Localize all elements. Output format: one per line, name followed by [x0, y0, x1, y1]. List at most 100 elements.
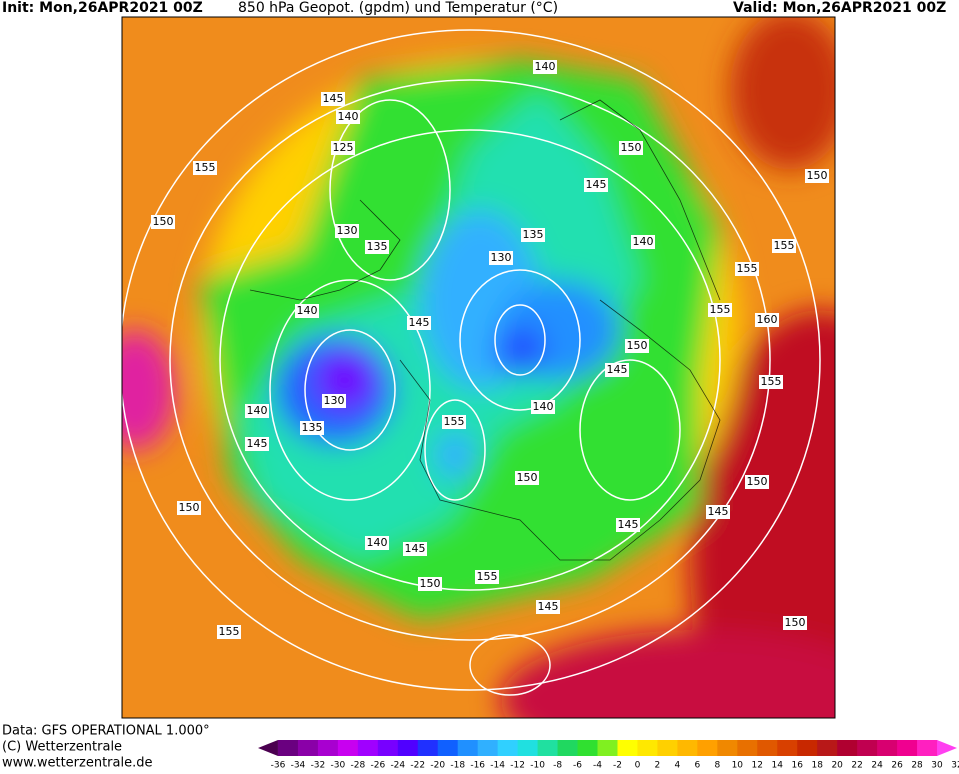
data-source: Data: GFS OPERATIONAL 1.000° [2, 724, 210, 739]
colorbar-swatch [297, 740, 319, 756]
contour-label-box [336, 110, 360, 124]
colorbar-label: 24 [871, 761, 883, 771]
contour-label-box [584, 178, 608, 192]
colorbar-label: 22 [851, 761, 862, 771]
contour-label: 145 [538, 600, 559, 613]
colorbar-label: -16 [470, 761, 485, 771]
colorbar-label: 6 [695, 761, 701, 771]
colorbar-swatch [557, 740, 579, 756]
colorbar-swatch [697, 740, 718, 756]
colorbar-label: 10 [732, 761, 744, 771]
map-frame [121, 16, 836, 719]
contour-label: 145 [708, 505, 729, 518]
contour-label-box [533, 60, 557, 74]
contour-label-box [365, 536, 389, 550]
colorbar-swatch [877, 740, 898, 756]
colorbar-swatch [777, 740, 798, 756]
colorbar-label: 2 [655, 761, 661, 771]
colorbar-label: -8 [553, 761, 562, 771]
colorbar-swatch [717, 740, 738, 756]
contour-label: 140 [533, 400, 554, 413]
map-title: 850 hPa Geopot. (gpdm) und Temperatur (°… [238, 0, 558, 16]
colorbar-arrow [258, 740, 278, 756]
contour-label-box [805, 169, 829, 183]
colorbar-label: -10 [530, 761, 545, 771]
contour-label: 135 [367, 240, 388, 253]
contour-labels: 140 145 140 125 155 150 145 150 150 130 135 135 140 1… [151, 60, 829, 639]
contour-label-box [631, 235, 655, 249]
contour-label-box [442, 415, 466, 429]
contour-label: 145 [247, 437, 268, 450]
contour-label: 150 [420, 577, 441, 590]
contour-label: 145 [607, 363, 628, 376]
colorbar-label: -2 [613, 761, 622, 771]
contour-label: 135 [523, 228, 544, 241]
colorbar-swatch [817, 740, 838, 756]
contour-label: 145 [409, 316, 430, 329]
contour-label: 150 [627, 339, 648, 352]
colorbar-swatch [657, 740, 678, 756]
contour-label-box [489, 251, 513, 265]
colorbar-label: -34 [291, 761, 306, 771]
contour-label: 140 [338, 110, 359, 123]
contour-label: 160 [757, 313, 778, 326]
contour-label-box [335, 224, 359, 238]
contour-label-box [245, 404, 269, 418]
contour-label: 150 [747, 475, 768, 488]
colorbar-swatch [437, 740, 459, 756]
copyright: (C) Wetterzentrale [2, 740, 122, 755]
colorbar-label: -6 [573, 761, 582, 771]
contour-label: 155 [195, 161, 216, 174]
colorbar-swatch [397, 740, 419, 756]
contour-label-box [193, 161, 217, 175]
colorbar-label: -12 [510, 761, 525, 771]
contour-label-box [521, 228, 545, 242]
contour-label: 150 [153, 215, 174, 228]
coastlines [249, 99, 721, 561]
colorbar-label: 0 [635, 761, 641, 771]
temperature-field [122, 17, 835, 718]
colorbar-label: 26 [891, 761, 903, 771]
colorbar-label: 28 [911, 761, 923, 771]
contour-label-box [772, 239, 796, 253]
colorbar-swatch [277, 740, 299, 756]
colorbar-swatch [357, 740, 379, 756]
contour-label: 140 [633, 235, 654, 248]
contour-label: 155 [219, 625, 240, 638]
contour-label-box [605, 363, 629, 377]
colorbar-label: 8 [714, 761, 720, 771]
map [122, 17, 835, 718]
colorbar-label: -28 [351, 761, 366, 771]
contour-label: 145 [618, 518, 639, 531]
contour-label-box [755, 313, 779, 327]
contour-label-box [300, 421, 324, 435]
contour-label: 130 [324, 394, 345, 407]
colorbar-label: -30 [331, 761, 346, 771]
contour-label: 135 [302, 421, 323, 434]
colorbar-label: -18 [450, 761, 465, 771]
contour-label: 150 [807, 169, 828, 182]
contour-label: 150 [785, 616, 806, 629]
colorbar-label: 20 [831, 761, 843, 771]
colorbar-swatch [337, 740, 359, 756]
colorbar-swatch [517, 740, 539, 756]
contour-label: 130 [491, 251, 512, 264]
colorbar-label: -4 [593, 761, 602, 771]
colorbar-label: 16 [792, 761, 804, 771]
colorbar-swatch [537, 740, 559, 756]
colorbar-swatch [617, 740, 638, 756]
colorbar-label: 18 [811, 761, 823, 771]
contour-label-box [531, 400, 555, 414]
contour-label-box [177, 501, 201, 515]
contour-label-box [475, 570, 499, 584]
website: www.wetterzentrale.de [2, 756, 152, 771]
contour-label-box [745, 475, 769, 489]
colorbar-swatch [597, 740, 618, 756]
colorbar-swatch [317, 740, 339, 756]
contour-label-box [536, 600, 560, 614]
contour-label-box [295, 304, 319, 318]
contour-label-box [407, 316, 431, 330]
colorbar-swatch [637, 740, 658, 756]
contour-label: 155 [710, 303, 731, 316]
